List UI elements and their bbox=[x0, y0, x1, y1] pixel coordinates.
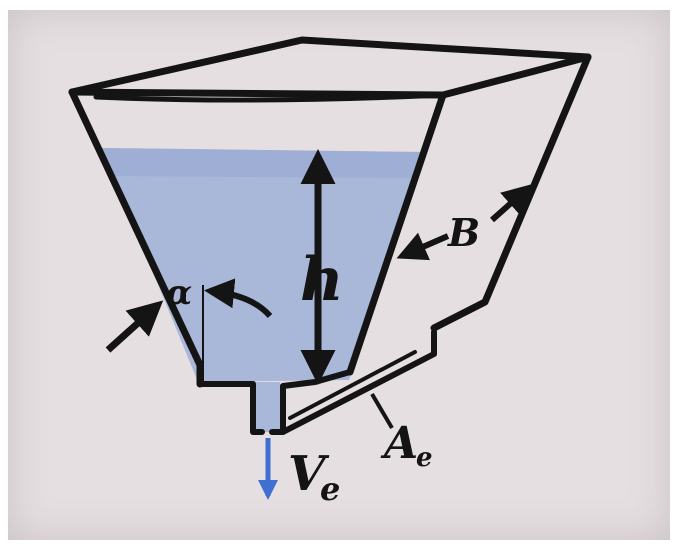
label-exit-velocity: V bbox=[288, 446, 330, 502]
label-outlet-area-subscript: e bbox=[416, 443, 433, 473]
tank-bottom-left bbox=[197, 381, 265, 435]
label-height: h bbox=[300, 245, 344, 315]
label-outlet-area: A bbox=[380, 418, 418, 469]
tank-top-rim bbox=[68, 36, 592, 99]
label-exit-velocity-subscript: e bbox=[320, 470, 340, 508]
width-dimension-arrow-left bbox=[396, 232, 450, 261]
tank-top-inner-rim bbox=[93, 92, 446, 103]
tank-left-wall bbox=[68, 88, 204, 388]
tank-base-side bbox=[280, 329, 437, 435]
water-surface-band bbox=[102, 148, 425, 178]
tank-outline bbox=[68, 36, 592, 435]
outlet-area-leader bbox=[370, 392, 394, 430]
tank-base-inner bbox=[288, 350, 417, 420]
label-angle: α bbox=[166, 273, 192, 313]
label-width: B bbox=[447, 210, 480, 255]
angle-arrow-right bbox=[204, 278, 273, 319]
width-dimension-arrow-right bbox=[490, 184, 533, 223]
outlet-water bbox=[252, 382, 280, 432]
tank-right-side-face bbox=[430, 53, 592, 332]
angle-arrow-left bbox=[105, 300, 164, 353]
